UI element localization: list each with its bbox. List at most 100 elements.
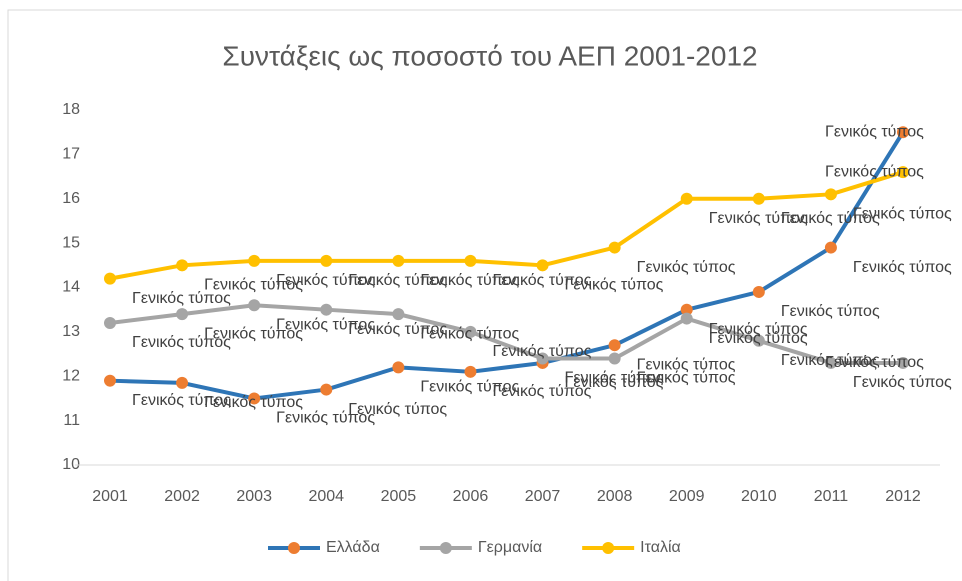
data-label: Γενικός τύπος: [132, 392, 231, 409]
x-tick-label: 2007: [525, 488, 561, 505]
y-tick-label: 18: [62, 101, 80, 118]
data-point: [897, 126, 909, 139]
x-tick-label: 2002: [164, 488, 200, 505]
data-label: Γενικός τύπος: [204, 325, 303, 342]
data-point: [104, 374, 116, 387]
data-label: Γενικός τύπος: [204, 277, 303, 294]
data-point: [680, 312, 693, 325]
data-label: Γενικός τύπος: [565, 370, 664, 387]
data-point: [752, 192, 765, 205]
data-point: [392, 254, 405, 267]
data-point: [176, 308, 189, 321]
data-point: [824, 356, 837, 369]
data-label: Γενικός τύπος: [825, 123, 924, 140]
data-label: Γενικός τύπος: [853, 374, 952, 391]
x-tick-label: 2011: [814, 488, 849, 505]
legend-marker: [288, 542, 300, 554]
y-tick-label: 14: [62, 279, 80, 296]
y-tick-label: 15: [62, 234, 80, 251]
data-point: [248, 392, 261, 405]
data-label: Γενικός τύπος: [348, 401, 447, 418]
y-tick-label: 17: [62, 146, 80, 163]
x-tick-label: 2003: [236, 488, 272, 505]
data-label: Γενικός τύπος: [348, 272, 447, 289]
data-point: [392, 308, 405, 321]
data-label: Γενικός τύπος: [825, 354, 924, 371]
x-tick-label: 2010: [741, 488, 777, 505]
data-point: [248, 299, 261, 312]
x-tick-label: 2008: [597, 488, 633, 505]
data-label: Γενικός τύπος: [709, 210, 808, 227]
x-tick-label: 2005: [381, 488, 417, 505]
data-label: Γενικός τύπος: [348, 321, 447, 338]
data-label: Γενικός τύπος: [637, 370, 736, 387]
data-point: [320, 383, 333, 396]
data-point: [104, 272, 116, 285]
data-point: [680, 303, 693, 316]
y-tick-label: 12: [62, 367, 80, 384]
data-point: [392, 361, 405, 374]
legend-label: Γερμανία: [478, 539, 542, 556]
y-tick-label: 10: [62, 456, 80, 473]
data-point: [680, 192, 693, 205]
chart-frame: [7, 9, 962, 581]
data-label: Γενικός τύπος: [853, 259, 952, 276]
data-label: Γενικός τύπος: [492, 343, 591, 360]
data-label: Γενικός τύπος: [492, 383, 591, 400]
legend-marker: [602, 542, 615, 554]
data-point: [824, 241, 837, 254]
data-label: Γενικός τύπος: [853, 206, 952, 223]
legend-label: Ιταλία: [640, 539, 681, 556]
series-line: [109, 170, 904, 281]
data-label: Γενικός τύπος: [637, 259, 736, 276]
chart-title: Συντάξεις ως ποσοστό του ΑΕΠ 2001-2012: [222, 40, 757, 71]
series-line: [109, 131, 905, 401]
data-label: Γενικός τύπος: [709, 321, 808, 338]
data-point: [104, 317, 116, 329]
data-label: Γενικός τύπος: [132, 290, 231, 307]
data-point: [464, 365, 477, 378]
y-tick-label: 16: [62, 190, 80, 207]
data-point: [176, 259, 189, 272]
x-tick-label: 2006: [453, 488, 489, 505]
data-label: Γενικός τύπος: [565, 277, 664, 294]
data-label: Γενικός τύπος: [781, 303, 880, 320]
x-tick-label: 2012: [885, 488, 921, 505]
data-label: Γενικός τύπος: [132, 334, 231, 351]
data-label: Γενικός τύπος: [492, 272, 591, 289]
data-label: Γενικός τύπος: [781, 210, 880, 227]
data-point: [176, 376, 189, 389]
data-label: Γενικός τύπος: [825, 163, 924, 180]
data-point: [608, 352, 621, 365]
data-point: [536, 352, 549, 365]
x-tick-label: 2009: [669, 488, 705, 505]
data-point: [320, 254, 333, 267]
data-point: [608, 241, 621, 254]
y-tick-label: 11: [63, 412, 80, 429]
data-label: Γενικός τύπος: [420, 325, 519, 342]
x-tick-label: 2001: [92, 488, 128, 505]
legend-marker: [439, 542, 452, 554]
data-point: [536, 259, 549, 272]
y-tick-label: 13: [62, 323, 80, 340]
data-label: Γενικός τύπος: [709, 330, 808, 347]
data-label: Γενικός τύπος: [637, 356, 736, 373]
data-point: [752, 334, 765, 347]
data-label: Γενικός τύπος: [420, 272, 519, 289]
series-line: [109, 303, 903, 365]
data-label: Γενικός τύπος: [565, 374, 664, 391]
data-point: [897, 356, 909, 369]
data-point: [464, 325, 477, 338]
data-point: [752, 285, 765, 298]
legend-label: Ελλάδα: [326, 539, 380, 556]
data-point: [608, 339, 621, 352]
x-tick-label: 2004: [308, 488, 344, 505]
data-label: Γενικός τύπος: [204, 394, 303, 411]
data-label: Γενικός τύπος: [276, 272, 375, 289]
data-label: Γενικός τύπος: [420, 379, 519, 396]
data-label: Γενικός τύπος: [276, 410, 375, 427]
data-point: [320, 303, 333, 316]
data-point: [248, 254, 261, 267]
data-point: [464, 254, 477, 267]
